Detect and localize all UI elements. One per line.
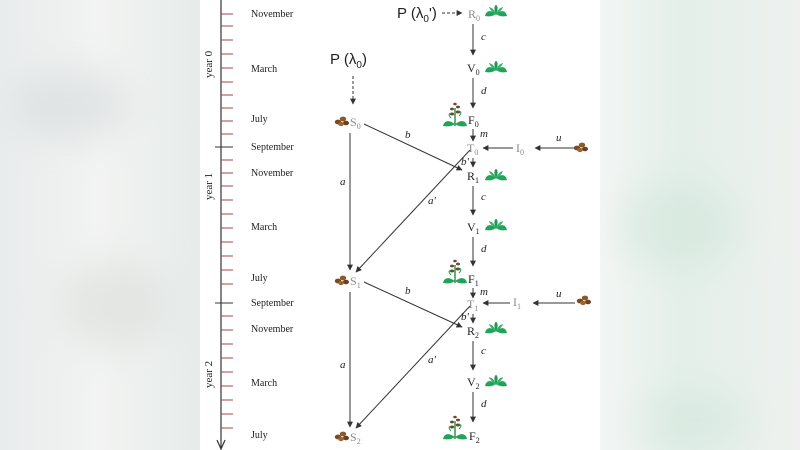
plant-icon [485,5,507,17]
plant-icon [485,61,507,73]
edge-label-b: b [405,285,411,297]
edge-label-c: c [481,31,486,43]
seeds-icon [334,275,349,286]
flowering-plant-icon [442,259,468,285]
month-label: July [251,430,268,441]
node-R0: R0 [468,7,480,23]
edge-label-b: b [405,129,411,141]
edge-label-d: d [481,243,487,255]
edge-label-a-prime: a' [428,195,437,207]
right-background [600,0,800,450]
month-label: September [251,142,294,153]
month-label: November [251,9,294,20]
time-axis-ticks [215,13,233,429]
node-V2: V2 [467,375,480,391]
node-T0: T0 [467,141,478,157]
seeds-icon [334,431,349,442]
seeds-icon [573,142,588,153]
node-I1: I1 [513,295,521,311]
seeds-icon [334,116,349,127]
node-S1: S1 [350,274,361,290]
plant-icon [485,375,507,387]
month-label: March [251,64,277,75]
node-V1: V1 [467,220,480,236]
month-label: September [251,298,294,309]
node-R2: R2 [467,324,479,340]
month-label: July [251,273,268,284]
node-S2: S2 [350,430,361,446]
time-axis-arrowhead [216,439,226,450]
seeds-icon [576,295,591,306]
right-blur-blob [620,180,740,270]
edge-b [363,281,463,328]
right-blur-blob [640,390,750,450]
edge-label-b-prime: b' [461,156,470,168]
month-label: November [251,168,294,179]
left-blur-blob [60,260,170,350]
p-lambda0-label: P (λ0) [330,51,367,71]
edge-label-u: u [556,288,562,300]
month-label: March [251,222,277,233]
left-background [0,0,200,450]
node-S0: S0 [350,115,361,131]
edge-label-m: m [480,128,488,140]
edge-label-c: c [481,345,486,357]
node-F2: F2 [469,429,480,445]
edge-label-a: a [340,176,346,188]
year-label-1: year 1 [203,173,215,200]
node-V0: V0 [467,61,480,77]
node-T1: T1 [467,297,478,313]
p-lambda0-prime-label: P (λ0') [397,5,437,25]
plant-icon [485,322,507,334]
edge-label-a-prime: a' [428,354,437,366]
edge-b [363,123,463,171]
month-label: July [251,114,268,125]
edge-label-u: u [556,132,562,144]
node-F1: F1 [468,272,479,288]
edge-label-d: d [481,398,487,410]
plant-icon [485,169,507,181]
edge-a-prime [355,149,471,273]
edge-label-m: m [480,286,488,298]
node-F0: F0 [468,113,479,129]
edge-label-b-prime: b' [461,311,470,323]
month-label: March [251,378,277,389]
edge-label-c: c [481,191,486,203]
node-R1: R1 [467,169,479,185]
left-blur-blob [10,70,130,140]
year-label-2: year 2 [203,361,215,388]
edge-label-d: d [481,85,487,97]
plant-icon [485,219,507,231]
year-label-0: year 0 [203,50,215,78]
edge-a-prime [355,305,471,429]
edge-label-a: a [340,359,346,371]
month-label: November [251,324,294,335]
flowering-plant-icon [442,101,468,128]
node-I0: I0 [516,141,524,157]
flowering-plant-icon [442,415,468,441]
